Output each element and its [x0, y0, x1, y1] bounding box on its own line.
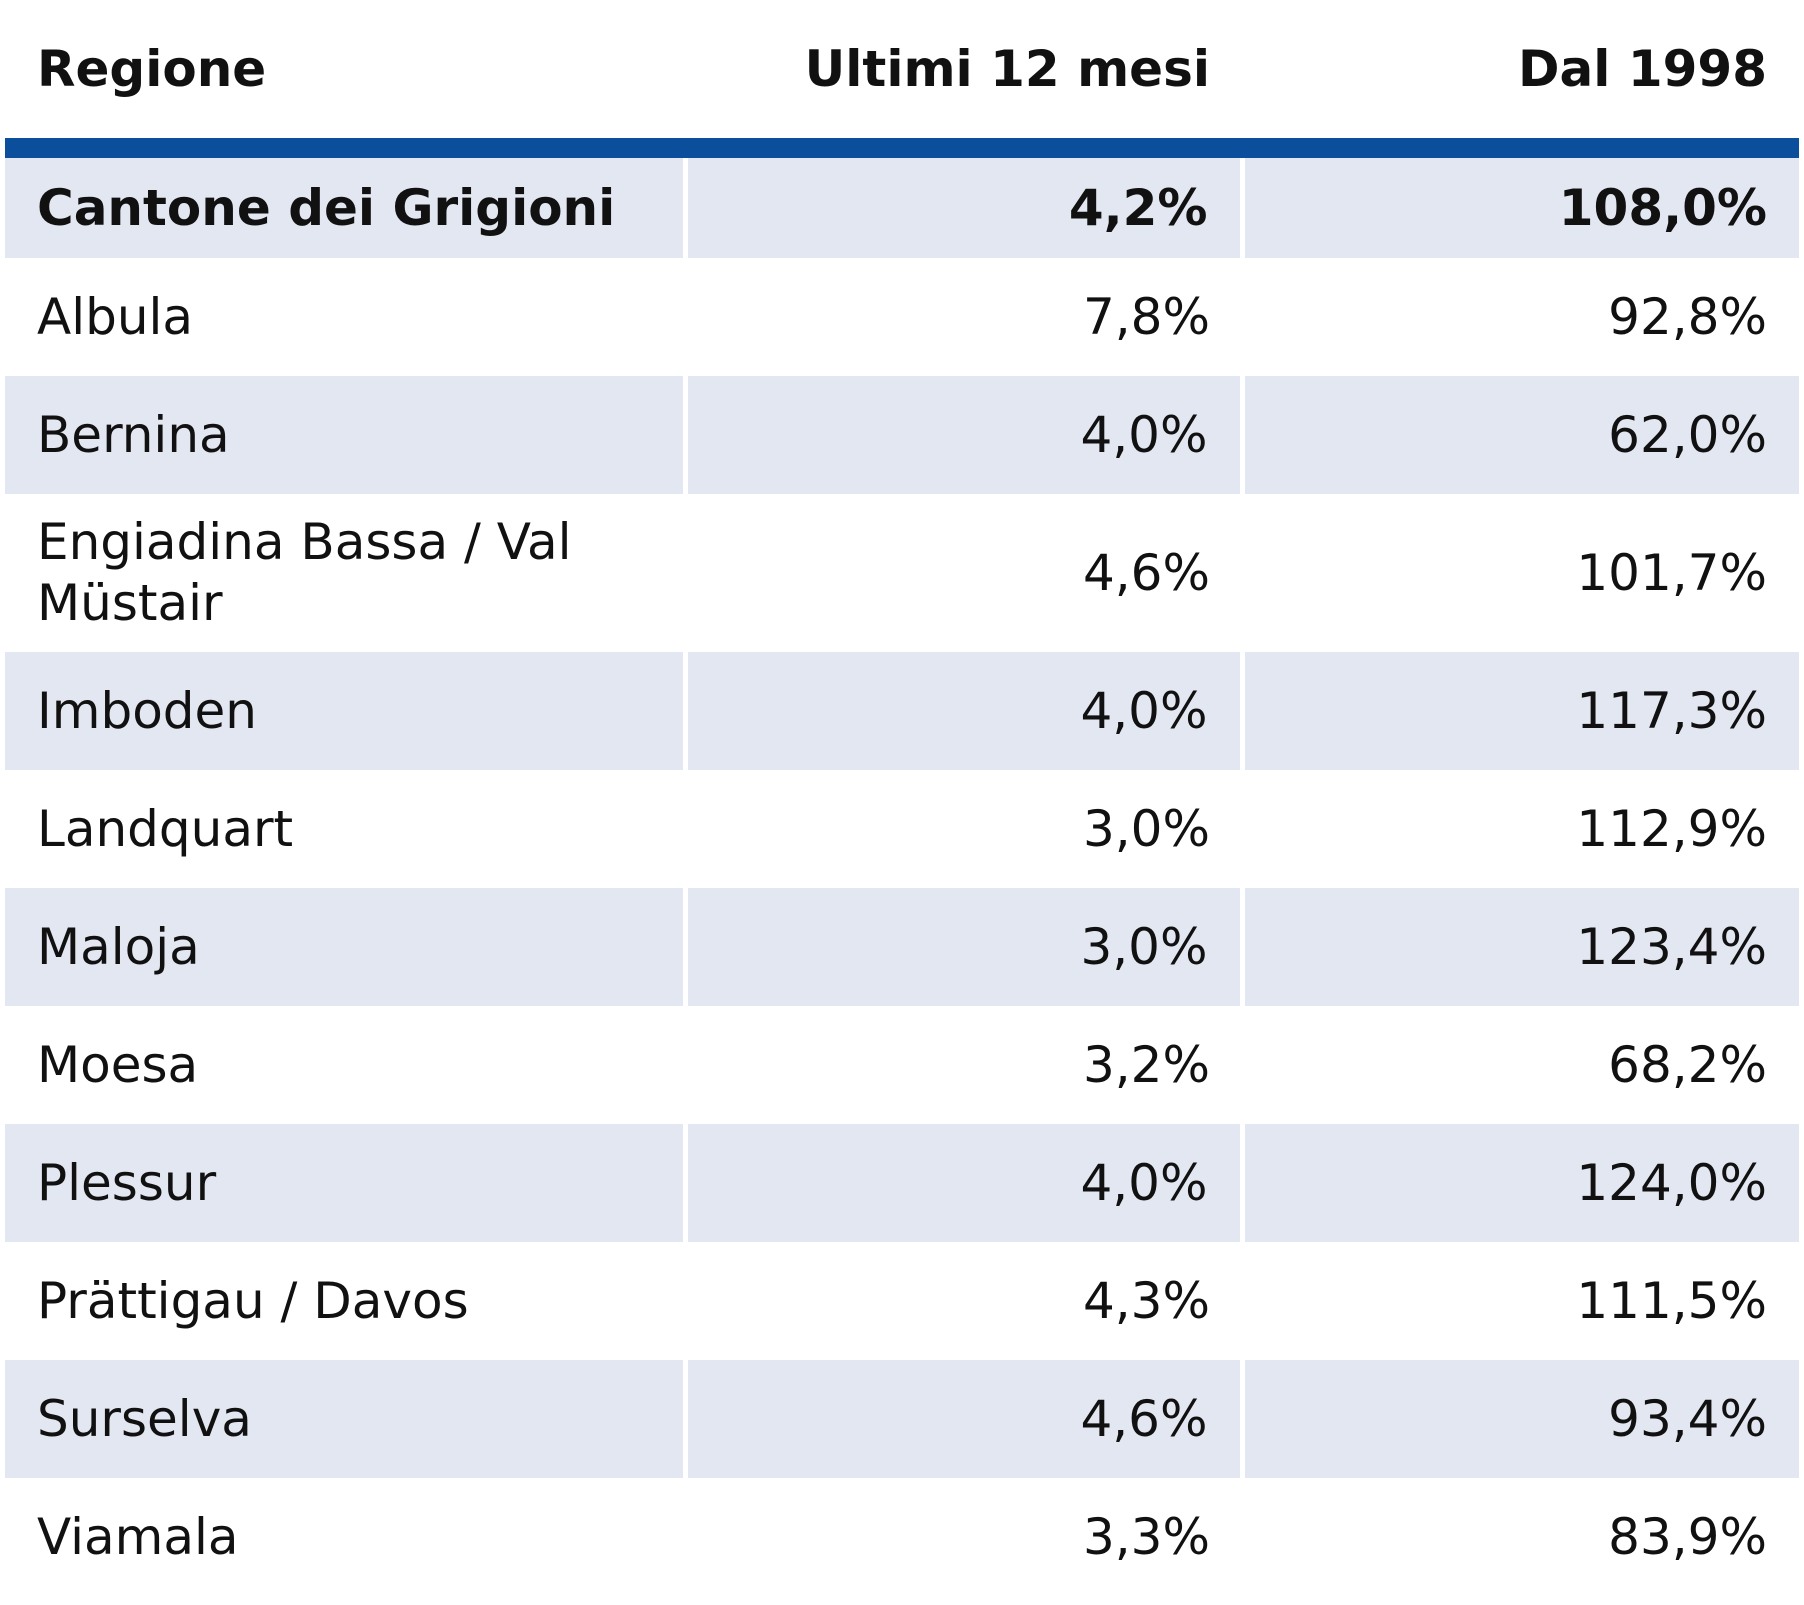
cell-ultimi-12-mesi: 4,0%	[682, 1124, 1242, 1242]
cell-dal-1998: 83,9%	[1608, 1508, 1767, 1566]
cell-ultimi-12-mesi: 4,0%	[682, 376, 1242, 494]
header-row: Regione Ultimi 12 mesi Dal 1998	[5, 0, 1799, 158]
table-row: Albula 7,8% 92,8%	[5, 258, 1799, 376]
table-row: Moesa 3,2% 68,2%	[5, 1006, 1799, 1124]
table-row: Landquart 3,0% 112,9%	[5, 770, 1799, 888]
cell-regione: Landquart	[37, 800, 294, 858]
cell-ultimi-12-mesi: 4,2%	[682, 148, 1242, 258]
table-row: Surselva 4,6% 93,4%	[5, 1360, 1799, 1478]
cell-dal-1998: 92,8%	[1608, 288, 1767, 346]
table-header: Regione Ultimi 12 mesi Dal 1998	[5, 0, 1799, 158]
header-dal-1998: Dal 1998	[1242, 0, 1799, 158]
cell-dal-1998: 108,0%	[1239, 148, 1799, 258]
cell-regione: Maloja	[5, 888, 685, 1006]
cell-dal-1998: 93,4%	[1239, 1360, 1799, 1478]
regional-table-container: Regione Ultimi 12 mesi Dal 1998 Cantone …	[5, 0, 1799, 1596]
cell-ultimi-12-mesi: 4,6%	[682, 1360, 1242, 1478]
regional-growth-table: Regione Ultimi 12 mesi Dal 1998 Cantone …	[5, 0, 1799, 1596]
cell-regione: Imboden	[5, 652, 685, 770]
table-row: Imboden 4,0% 117,3%	[5, 652, 1799, 770]
cell-dal-1998: 101,7%	[1576, 543, 1767, 602]
cell-regione: Bernina	[5, 376, 685, 494]
table-row: Prättigau / Davos 4,3% 111,5%	[5, 1242, 1799, 1360]
cell-regione: Cantone dei Grigioni	[5, 148, 685, 258]
cell-dal-1998: 111,5%	[1576, 1272, 1767, 1330]
cell-dal-1998: 68,2%	[1608, 1036, 1767, 1094]
cell-regione: Albula	[37, 288, 194, 346]
cell-regione: Plessur	[5, 1124, 685, 1242]
cell-dal-1998: 112,9%	[1576, 800, 1767, 858]
cell-regione: Surselva	[5, 1360, 685, 1478]
cell-dal-1998: 62,0%	[1239, 376, 1799, 494]
table-row: Viamala 3,3% 83,9%	[5, 1478, 1799, 1596]
table-row-total: Cantone dei Grigioni 4,2% 108,0%	[5, 148, 1799, 258]
cell-ultimi-12-mesi: 4,0%	[682, 652, 1242, 770]
cell-dal-1998: 117,3%	[1239, 652, 1799, 770]
cell-ultimi-12-mesi: 4,6%	[1082, 543, 1210, 602]
cell-regione: Engiadina Bassa / Val Müstair	[37, 513, 572, 632]
cell-ultimi-12-mesi: 3,0%	[682, 888, 1242, 1006]
cell-ultimi-12-mesi: 3,3%	[1082, 1508, 1210, 1566]
table-row: Bernina 4,0% 62,0%	[5, 376, 1799, 494]
cell-dal-1998: 124,0%	[1239, 1124, 1799, 1242]
cell-regione: Viamala	[37, 1508, 239, 1566]
table-row: Plessur 4,0% 124,0%	[5, 1124, 1799, 1242]
cell-ultimi-12-mesi: 7,8%	[1082, 288, 1210, 346]
table-row: Engiadina Bassa / Val Müstair 4,6% 101,7…	[5, 494, 1799, 652]
header-ultimi-12-mesi: Ultimi 12 mesi	[685, 0, 1242, 158]
cell-regione: Moesa	[37, 1036, 199, 1094]
header-regione: Regione	[5, 0, 685, 158]
cell-ultimi-12-mesi: 3,0%	[1082, 800, 1210, 858]
cell-regione: Prättigau / Davos	[37, 1272, 469, 1330]
cell-ultimi-12-mesi: 4,3%	[1082, 1272, 1210, 1330]
table-row: Maloja 3,0% 123,4%	[5, 888, 1799, 1006]
cell-ultimi-12-mesi: 3,2%	[1082, 1036, 1210, 1094]
table-body: Cantone dei Grigioni 4,2% 108,0% Albula …	[5, 148, 1799, 1596]
cell-dal-1998: 123,4%	[1239, 888, 1799, 1006]
